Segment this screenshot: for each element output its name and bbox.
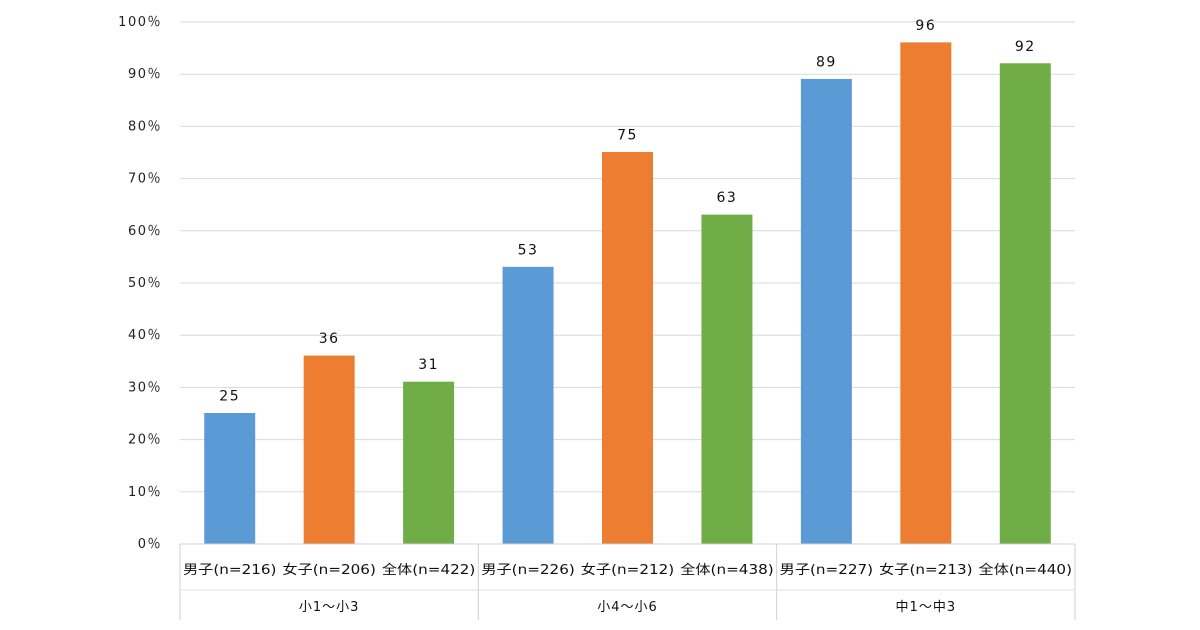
group-label: 小1～小3 [299, 600, 360, 615]
bar [204, 413, 256, 545]
group-label: 中1～中3 [896, 600, 957, 615]
bar [701, 214, 753, 545]
data-label: 36 [319, 331, 340, 347]
y-tick-label: 60％ [128, 224, 162, 239]
category-label: 全体(n=440) [979, 562, 1072, 578]
y-tick-label: 20％ [128, 433, 162, 448]
bar [900, 42, 952, 545]
y-tick-label: 80％ [128, 119, 162, 134]
category-label: 女子(n=212) [581, 562, 674, 578]
data-label: 31 [418, 357, 439, 373]
group-label: 小4～小6 [597, 600, 658, 615]
y-tick-label: 0％ [138, 537, 162, 552]
bar [403, 381, 455, 545]
x-axis: 男子(n=216) 女子(n=206) 全体(n=422) 小1～小3 男子(n=226… [179, 543, 1076, 620]
y-tick-label: 90％ [128, 67, 162, 82]
y-tick-label: 10％ [128, 485, 162, 500]
bar [800, 78, 852, 545]
data-labels: 25 36 31 53 75 63 89 96 92 [219, 18, 1036, 405]
bar [502, 266, 554, 545]
data-label: 89 [816, 54, 837, 70]
bars [204, 42, 1051, 545]
data-label: 75 [617, 128, 638, 144]
category-label: 全体(n=438) [680, 562, 773, 578]
y-axis-tick-labels: 0％ 10％ 20％ 30％ 40％ 50％ 60％ 70％ 80％ 90％ 100％ [118, 15, 162, 552]
data-label: 53 [518, 242, 539, 258]
category-label: 女子(n=206) [282, 562, 375, 578]
category-label: 男子(n=216) [183, 563, 276, 578]
category-label: 男子(n=226) [481, 563, 574, 578]
data-label: 96 [915, 18, 936, 34]
bar [602, 152, 653, 545]
bar [999, 63, 1051, 545]
y-tick-label: 40％ [128, 328, 162, 343]
category-label: 全体(n=422) [382, 562, 475, 578]
data-label: 92 [1015, 39, 1036, 55]
y-tick-label: 30％ [128, 380, 162, 395]
y-tick-label: 50％ [128, 276, 162, 291]
category-label: 女子(n=213) [879, 562, 972, 578]
bar [303, 355, 355, 545]
data-label: 25 [219, 389, 240, 405]
y-tick-label: 70％ [128, 172, 162, 187]
category-label: 男子(n=227) [780, 563, 873, 578]
y-tick-label: 100％ [118, 15, 162, 30]
data-label: 63 [717, 190, 738, 206]
